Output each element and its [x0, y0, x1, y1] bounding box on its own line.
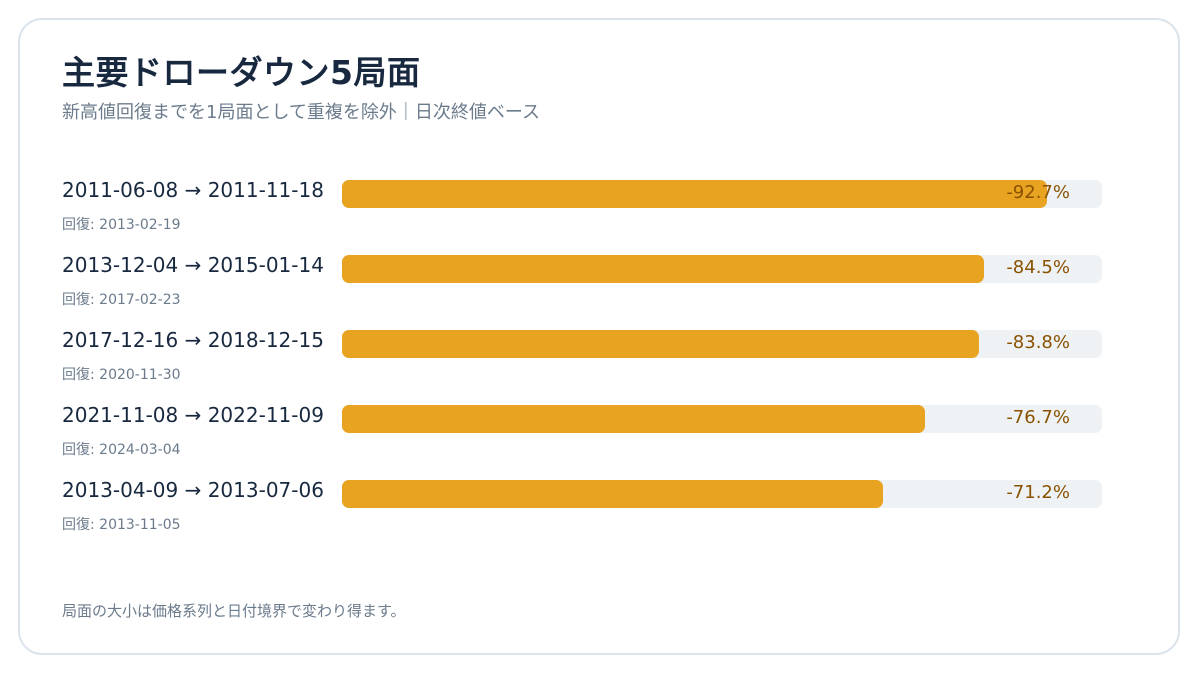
chart-subtitle: 新高値回復までを1局面として重複を除外｜日次終値ベース	[62, 102, 541, 123]
bar-track: -83.8%	[342, 330, 1102, 358]
drawdown-period-label: 2021-11-08 → 2022-11-09	[62, 403, 324, 427]
drawdown-bar	[342, 330, 979, 358]
drawdown-period-label: 2013-04-09 → 2013-07-06	[62, 478, 324, 502]
recovery-date-label: 回復: 2013-11-05	[62, 517, 181, 533]
drawdown-value-label: -83.8%	[1006, 332, 1070, 353]
drawdown-row: 2017-12-16 → 2018-12-15 回復: 2020-11-30 -83…	[62, 328, 1102, 394]
drawdown-row: 2021-11-08 → 2022-11-09 回復: 2024-03-04 -76…	[62, 403, 1102, 469]
drawdown-period-label: 2011-06-08 → 2011-11-18	[62, 178, 324, 202]
recovery-date-label: 回復: 2017-02-23	[62, 292, 181, 308]
drawdown-row: 2013-04-09 → 2013-07-06 回復: 2013-11-05 -71…	[62, 478, 1102, 544]
drawdown-value-label: -71.2%	[1006, 482, 1070, 503]
bar-track: -76.7%	[342, 405, 1102, 433]
drawdown-card: 主要ドローダウン5局面 新高値回復までを1局面として重複を除外｜日次終値ベース …	[18, 18, 1180, 655]
recovery-date-label: 回復: 2024-03-04	[62, 442, 181, 458]
drawdown-row: 2013-12-04 → 2015-01-14 回復: 2017-02-23 -84…	[62, 253, 1102, 319]
drawdown-value-label: -92.7%	[1006, 182, 1070, 203]
drawdown-bar	[342, 405, 925, 433]
drawdown-bar	[342, 180, 1047, 208]
bar-track: -84.5%	[342, 255, 1102, 283]
bar-track: -71.2%	[342, 480, 1102, 508]
drawdown-bar	[342, 480, 884, 508]
recovery-date-label: 回復: 2013-02-19	[62, 217, 181, 233]
drawdown-period-label: 2017-12-16 → 2018-12-15	[62, 328, 324, 352]
drawdown-period-label: 2013-12-04 → 2015-01-14	[62, 253, 324, 277]
drawdown-value-label: -76.7%	[1006, 407, 1070, 428]
drawdown-row: 2011-06-08 → 2011-11-18 回復: 2013-02-19 -92…	[62, 178, 1102, 244]
recovery-date-label: 回復: 2020-11-30	[62, 367, 181, 383]
drawdown-bar	[342, 255, 985, 283]
footnote: 局面の大小は価格系列と日付境界で変わり得ます。	[62, 602, 406, 620]
drawdown-value-label: -84.5%	[1006, 257, 1070, 278]
chart-title: 主要ドローダウン5局面	[62, 53, 421, 92]
bar-track: -92.7%	[342, 180, 1102, 208]
